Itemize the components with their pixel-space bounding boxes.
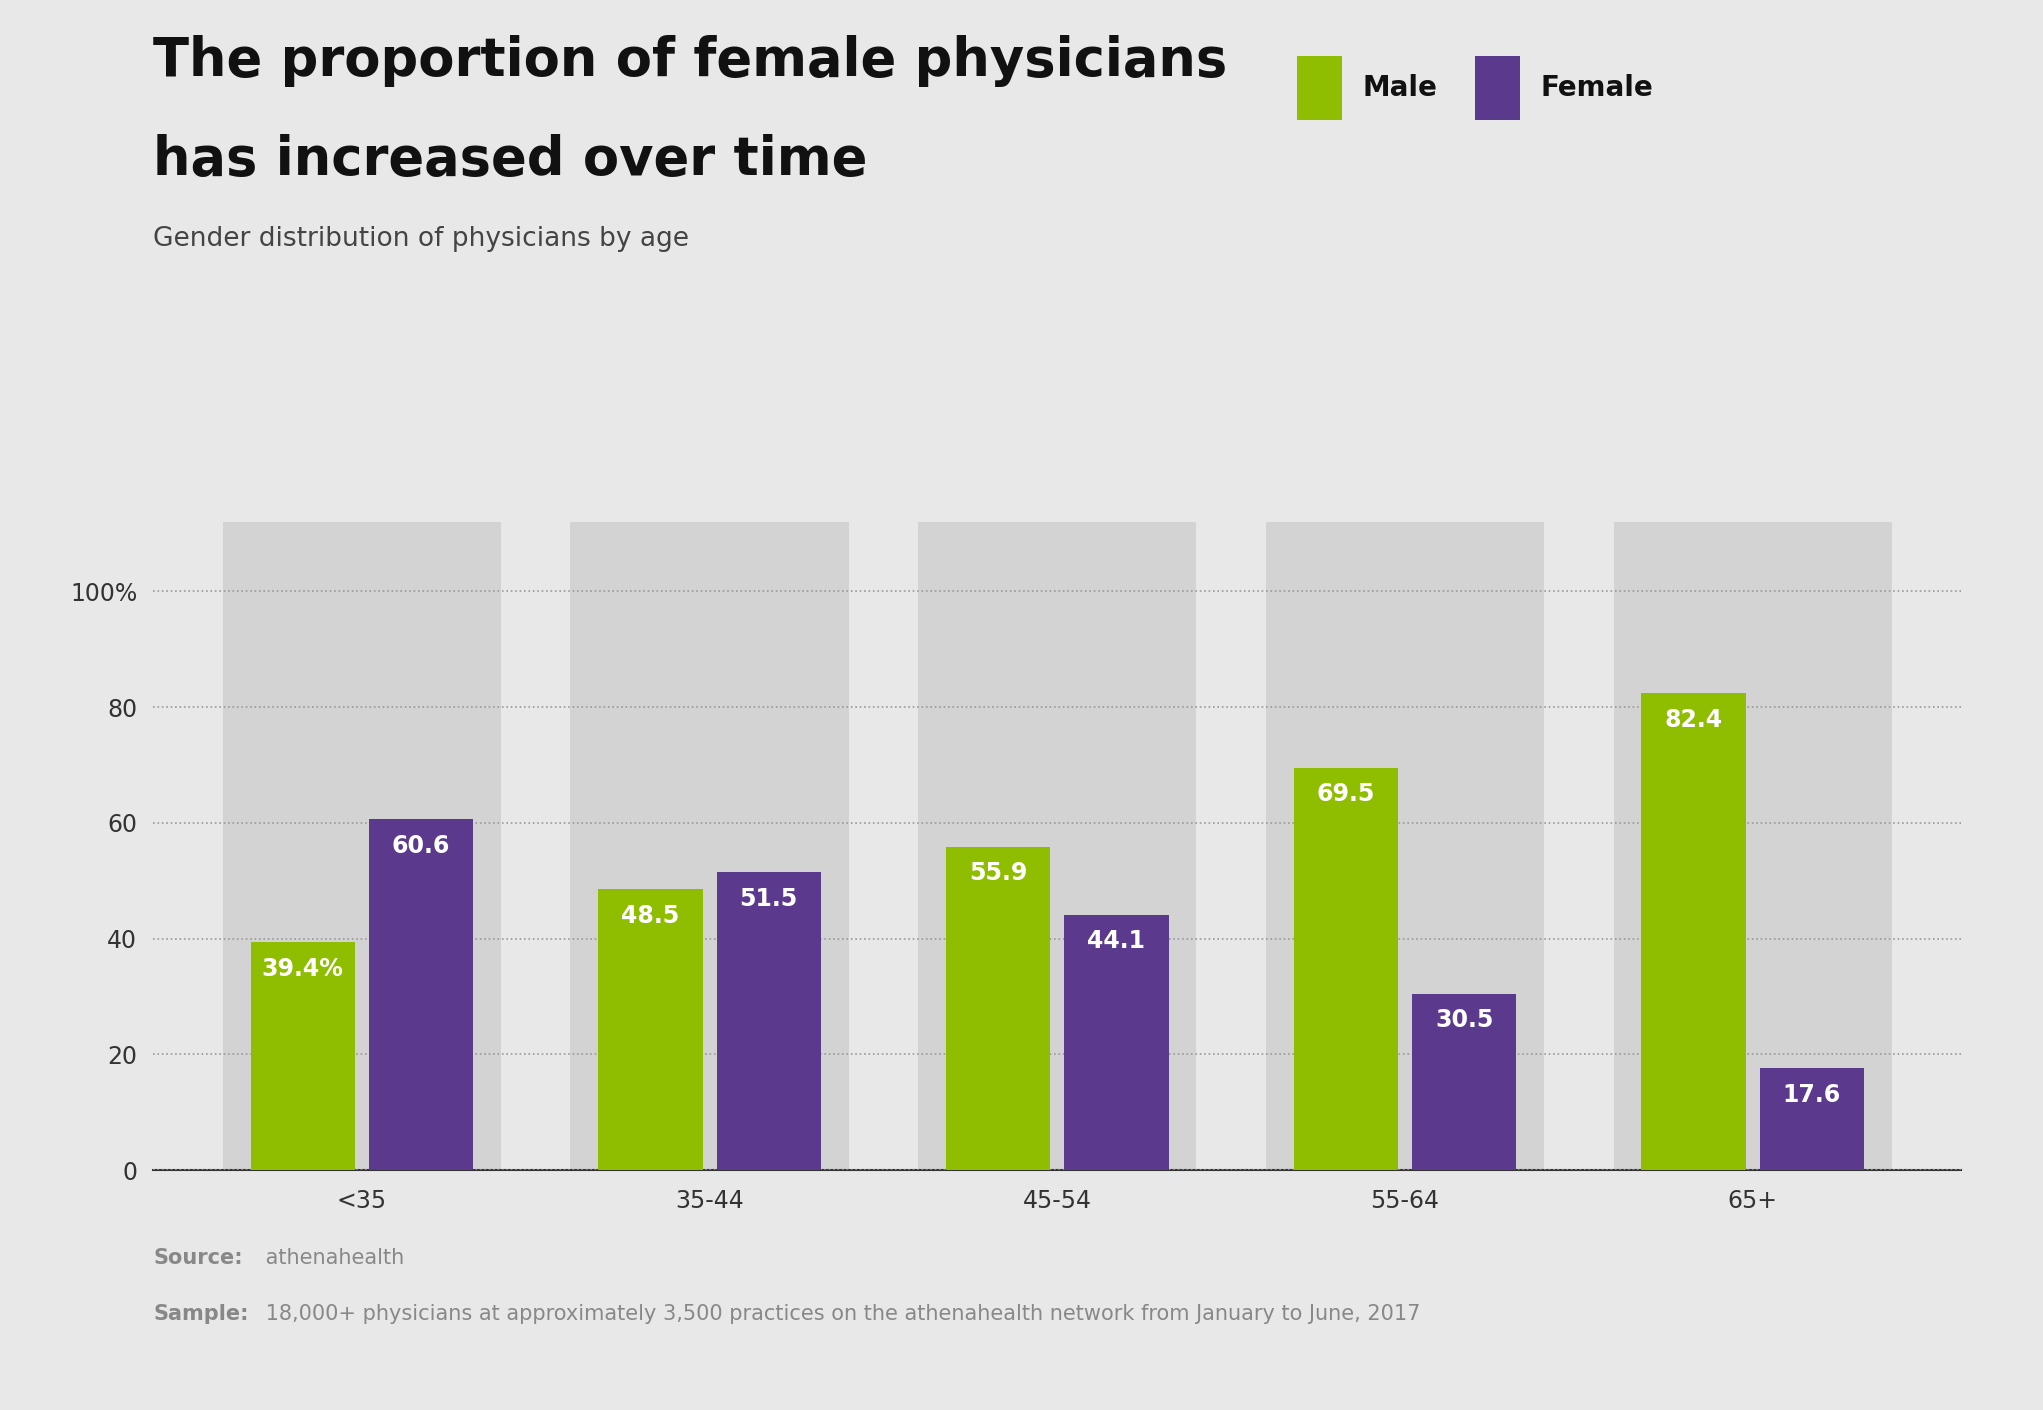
Text: 82.4: 82.4 — [1665, 708, 1722, 732]
FancyBboxPatch shape — [1614, 522, 1892, 1170]
Text: Sample:: Sample: — [153, 1304, 249, 1324]
Text: 30.5: 30.5 — [1434, 1008, 1493, 1032]
FancyBboxPatch shape — [570, 522, 848, 1170]
Text: athenahealth: athenahealth — [259, 1248, 405, 1268]
FancyBboxPatch shape — [223, 522, 501, 1170]
Text: Female: Female — [1540, 75, 1653, 102]
Text: 51.5: 51.5 — [740, 887, 797, 911]
Bar — [251, 942, 355, 1170]
Text: Gender distribution of physicians by age: Gender distribution of physicians by age — [153, 226, 688, 251]
Text: The proportion of female physicians: The proportion of female physicians — [153, 35, 1228, 87]
Bar — [717, 871, 821, 1170]
FancyBboxPatch shape — [1267, 522, 1545, 1170]
Text: 39.4%: 39.4% — [262, 956, 343, 980]
Bar — [1412, 994, 1516, 1170]
Bar — [1641, 694, 1745, 1170]
Bar — [599, 890, 703, 1170]
Text: has increased over time: has increased over time — [153, 134, 868, 186]
Text: 69.5: 69.5 — [1316, 783, 1375, 807]
FancyBboxPatch shape — [917, 522, 1197, 1170]
Text: 17.6: 17.6 — [1784, 1083, 1841, 1107]
Text: 48.5: 48.5 — [621, 904, 680, 928]
Text: Male: Male — [1363, 75, 1438, 102]
Text: 55.9: 55.9 — [968, 862, 1028, 885]
Text: 60.6: 60.6 — [392, 833, 449, 857]
Bar — [946, 846, 1050, 1170]
Bar — [1759, 1069, 1863, 1170]
Bar — [1064, 915, 1169, 1170]
Text: Source:: Source: — [153, 1248, 243, 1268]
Bar — [1293, 768, 1397, 1170]
Text: 18,000+ physicians at approximately 3,500 practices on the athenahealth network : 18,000+ physicians at approximately 3,50… — [259, 1304, 1420, 1324]
Bar — [370, 819, 474, 1170]
Text: 44.1: 44.1 — [1087, 929, 1146, 953]
